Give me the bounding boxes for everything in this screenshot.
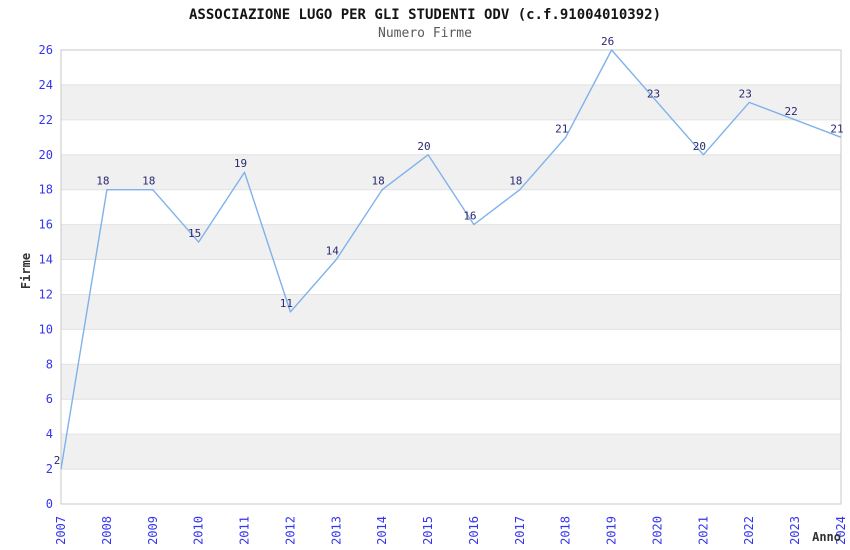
x-tick-label: 2013 (329, 516, 343, 545)
data-label: 18 (142, 175, 155, 188)
x-tick-label: 2019 (605, 516, 619, 545)
x-axis-label: Anno (812, 530, 841, 544)
grid-band (61, 154, 841, 190)
x-tick-label: 2018 (559, 516, 573, 545)
y-tick-label: 16 (39, 218, 53, 232)
data-label: 11 (280, 297, 293, 310)
data-label: 16 (463, 210, 476, 223)
data-label: 18 (96, 175, 109, 188)
x-tick-label: 2020 (650, 516, 664, 545)
y-tick-label: 24 (39, 78, 53, 92)
data-label: 2 (54, 454, 61, 467)
x-tick-label: 2012 (283, 516, 297, 545)
y-tick-label: 26 (39, 43, 53, 57)
x-tick-label: 2009 (146, 516, 160, 545)
grid-band (61, 224, 841, 260)
data-label: 19 (234, 157, 247, 170)
grid-band (61, 364, 841, 400)
data-label: 22 (784, 105, 797, 118)
y-tick-label: 20 (39, 148, 53, 162)
grid-band (61, 84, 841, 120)
y-tick-label: 22 (39, 113, 53, 127)
chart-title: ASSOCIAZIONE LUGO PER GLI STUDENTI ODV (… (188, 7, 661, 23)
grid-band (61, 294, 841, 330)
y-tick-label: 8 (46, 357, 53, 371)
x-tick-label: 2016 (467, 516, 481, 545)
x-tick-label: 2021 (696, 516, 710, 545)
y-axis-label: Firme (19, 253, 33, 289)
y-tick-label: 10 (39, 322, 53, 336)
data-label: 18 (509, 175, 522, 188)
data-label: 20 (693, 140, 706, 153)
x-tick-label: 2017 (513, 516, 527, 545)
y-tick-label: 14 (39, 253, 53, 267)
data-label: 18 (372, 175, 385, 188)
x-tick-label: 2023 (788, 516, 802, 545)
series-line (60, 49, 842, 470)
x-tick-label: 2011 (238, 516, 252, 545)
x-tick-label: 2015 (421, 516, 435, 545)
y-tick-label: 0 (46, 497, 53, 511)
data-label: 21 (830, 122, 843, 135)
x-tick-label: 2008 (100, 516, 114, 545)
x-tick-label: 2024 (834, 516, 848, 545)
y-tick-label: 12 (39, 287, 53, 301)
data-label: 14 (326, 245, 340, 258)
x-tick-label: 2014 (375, 516, 389, 545)
plot-border (60, 49, 842, 505)
y-tick-label: 18 (39, 183, 53, 197)
y-tick-label: 4 (46, 427, 53, 441)
data-label: 21 (555, 122, 568, 135)
x-tick-label: 2010 (192, 516, 206, 545)
data-label: 15 (188, 227, 201, 240)
chart-subtitle: Numero Firme (378, 26, 472, 41)
x-tick-label: 2022 (742, 516, 756, 545)
data-label: 26 (601, 35, 614, 48)
data-label: 20 (417, 140, 430, 153)
data-label: 23 (647, 87, 660, 100)
y-tick-label: 2 (46, 462, 53, 476)
y-tick-label: 6 (46, 392, 53, 406)
data-label: 23 (739, 87, 752, 100)
x-tick-label: 2007 (54, 516, 68, 545)
grid-band (61, 434, 841, 470)
